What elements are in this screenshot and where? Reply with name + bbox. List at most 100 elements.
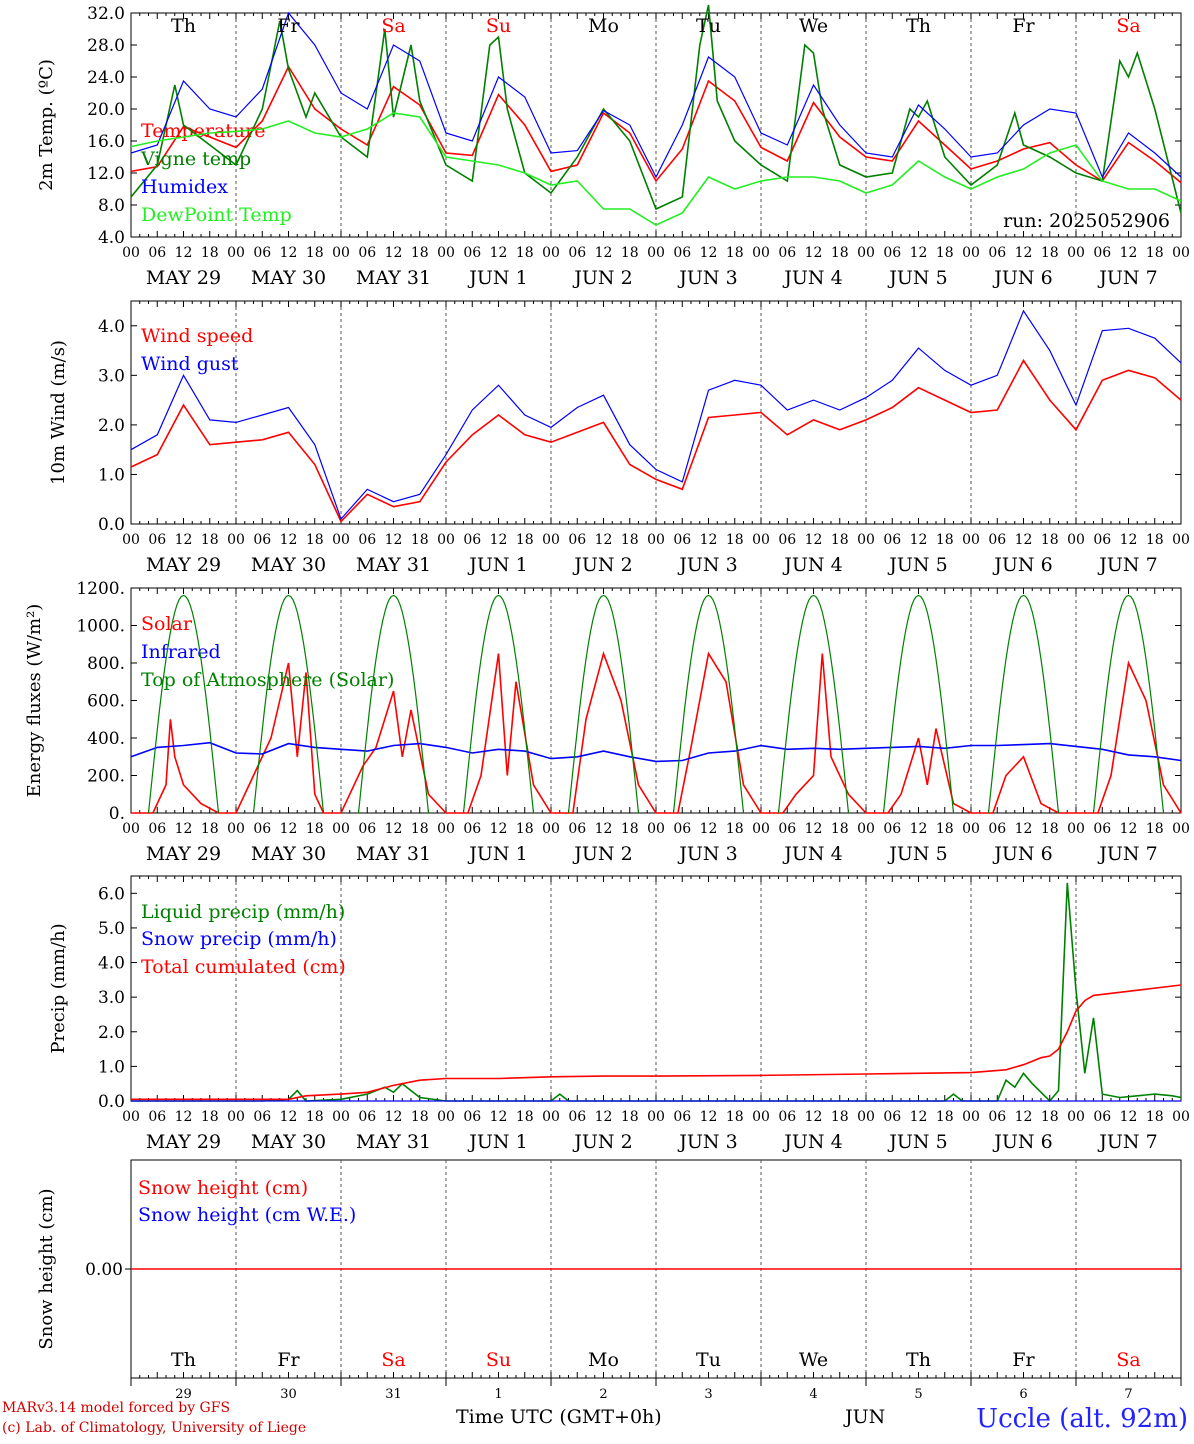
panel1-hour-label: 06 [1093, 245, 1111, 261]
panel4-hour-label: 18 [201, 1109, 219, 1125]
panel3-hour-label: 00 [332, 821, 350, 837]
panel1-hour-label: 06 [568, 245, 586, 261]
panel1-hour-label: 18 [1146, 245, 1164, 261]
panel2-legend-1: Wind speed [141, 325, 253, 347]
panel3-hour-label: 00 [542, 821, 560, 837]
panel1-hour-label: 06 [883, 245, 901, 261]
panel4-hour-label: 00 [332, 1109, 350, 1125]
bottom-day-number: 5 [914, 1387, 922, 1402]
panel3-series-toa-solar-day [882, 594, 955, 814]
panel1-date-label: JUN 3 [677, 267, 737, 289]
panel3-legend-2: Infrared [141, 641, 221, 663]
panel4-hour-label: 18 [306, 1109, 324, 1125]
panel1-hour-label: 18 [936, 245, 954, 261]
panel3-hour-label: 18 [1041, 821, 1059, 837]
panel1-hour-label: 00 [332, 245, 350, 261]
panel1-hour-label: 18 [516, 245, 534, 261]
model-credit: MARv3.14 model forced by GFS [2, 1400, 231, 1416]
panel2-hour-label: 00 [752, 532, 770, 548]
panel3-hour-label: 06 [253, 821, 271, 837]
panel4-hour-label: 18 [411, 1109, 429, 1125]
panel3-series-toa-solar-day [567, 594, 640, 814]
panel4-date-label: MAY 29 [146, 1131, 221, 1153]
panel4-hour-label: 12 [1120, 1109, 1138, 1125]
panel1-series-dewpoint-temp [130, 112, 1182, 226]
panel3-series-toa-solar-day [1092, 594, 1165, 814]
panel1-hour-label: 18 [1041, 245, 1059, 261]
panel3-hour-label: 06 [988, 821, 1006, 837]
panel3-hour-label: 12 [280, 821, 298, 837]
panel2-hour-label: 00 [1172, 532, 1190, 548]
panel1-hour-label: 12 [805, 245, 823, 261]
panel4-hour-label: 12 [490, 1109, 508, 1125]
panel4-hour-label: 12 [910, 1109, 928, 1125]
bottom-day-of-week-label: Sa [381, 1349, 405, 1371]
panel4-hour-label: 06 [988, 1109, 1006, 1125]
panel2-date-label: JUN 2 [572, 554, 632, 576]
panel2-hour-label: 12 [1015, 532, 1033, 548]
run-label: run: 2025052906 [1003, 210, 1170, 232]
panel3-date-label: JUN 1 [467, 843, 527, 865]
panel4-date-label: JUN 4 [782, 1131, 842, 1153]
panel3-hour-label: 12 [1015, 821, 1033, 837]
panel1-hour-label: 12 [700, 245, 718, 261]
panel3-date-label: MAY 31 [356, 843, 431, 865]
panel2-hour-label: 18 [1041, 532, 1059, 548]
panel2-hour-label: 12 [280, 532, 298, 548]
bottom-day-number: 29 [175, 1387, 192, 1402]
panel1-hour-label: 12 [595, 245, 613, 261]
panel4-hour-label: 06 [673, 1109, 691, 1125]
bottom-day-number: 1 [494, 1387, 502, 1402]
panel4-y-tick-label: 6.0 [98, 884, 125, 904]
panel2-y-tick-label: 1.0 [98, 465, 125, 485]
bottom-day-number: 4 [809, 1387, 817, 1402]
panel3-y-tick-label: 200. [87, 767, 125, 787]
month-label: JUN [845, 1406, 886, 1428]
panel3-hour-label: 00 [962, 821, 980, 837]
panel3-hour-label: 06 [463, 821, 481, 837]
panel3-hour-label: 18 [1146, 821, 1164, 837]
panel2-y-tick-label: 0.0 [98, 515, 125, 535]
panel3-y-tick-label: 400. [87, 729, 125, 749]
panel1-hour-label: 00 [1067, 245, 1085, 261]
panel2-date-label: JUN 1 [467, 554, 527, 576]
panel2-hour-label: 00 [227, 532, 245, 548]
panel1-y-tick-label: 32.0 [87, 4, 125, 24]
panel2-hour-label: 06 [463, 532, 481, 548]
panel2-hour-label: 12 [700, 532, 718, 548]
panel4-date-label: JUN 5 [887, 1131, 947, 1153]
panel2-hour-label: 06 [1093, 532, 1111, 548]
panel2-hour-label: 18 [726, 532, 744, 548]
panel1-hour-label: 12 [910, 245, 928, 261]
panel4-hour-label: 06 [358, 1109, 376, 1125]
panel3-hour-label: 18 [831, 821, 849, 837]
panel4-hour-label: 18 [621, 1109, 639, 1125]
panel1-hour-label: 06 [988, 245, 1006, 261]
panel4-legend-1: Liquid precip (mm/h) [141, 901, 345, 923]
panel1-legend-3: Humidex [141, 176, 228, 198]
panel2-hour-label: 00 [437, 532, 455, 548]
panel2-hour-label: 06 [253, 532, 271, 548]
panel4-date-label: MAY 31 [356, 1131, 431, 1153]
panel3-hour-label: 12 [910, 821, 928, 837]
panel2-hour-label: 12 [490, 532, 508, 548]
panel3-y-tick-label: 0. [109, 804, 125, 824]
panel1-date-label: JUN 7 [1097, 267, 1157, 289]
panel3-series-solar [131, 650, 1182, 814]
panel2-hour-label: 18 [411, 532, 429, 548]
panel4-hour-label: 12 [280, 1109, 298, 1125]
panel3-hour-label: 18 [726, 821, 744, 837]
panel2-hour-label: 00 [647, 532, 665, 548]
bottom-day-number: 31 [385, 1387, 402, 1402]
panel3-hour-label: 06 [883, 821, 901, 837]
panel1-hour-label: 06 [358, 245, 376, 261]
panel4-hour-label: 06 [1093, 1109, 1111, 1125]
panel2-hour-label: 00 [962, 532, 980, 548]
panel2-date-label: MAY 31 [356, 554, 431, 576]
panel3-series-toa-solar-day [357, 594, 430, 814]
panel2-date-label: JUN 7 [1097, 554, 1157, 576]
panel2-hour-label: 18 [201, 532, 219, 548]
panel4-series-total-cumulated-cm- [131, 984, 1182, 1101]
panel4-hour-label: 06 [253, 1109, 271, 1125]
panel4-y-tick-label: 5.0 [98, 919, 125, 939]
